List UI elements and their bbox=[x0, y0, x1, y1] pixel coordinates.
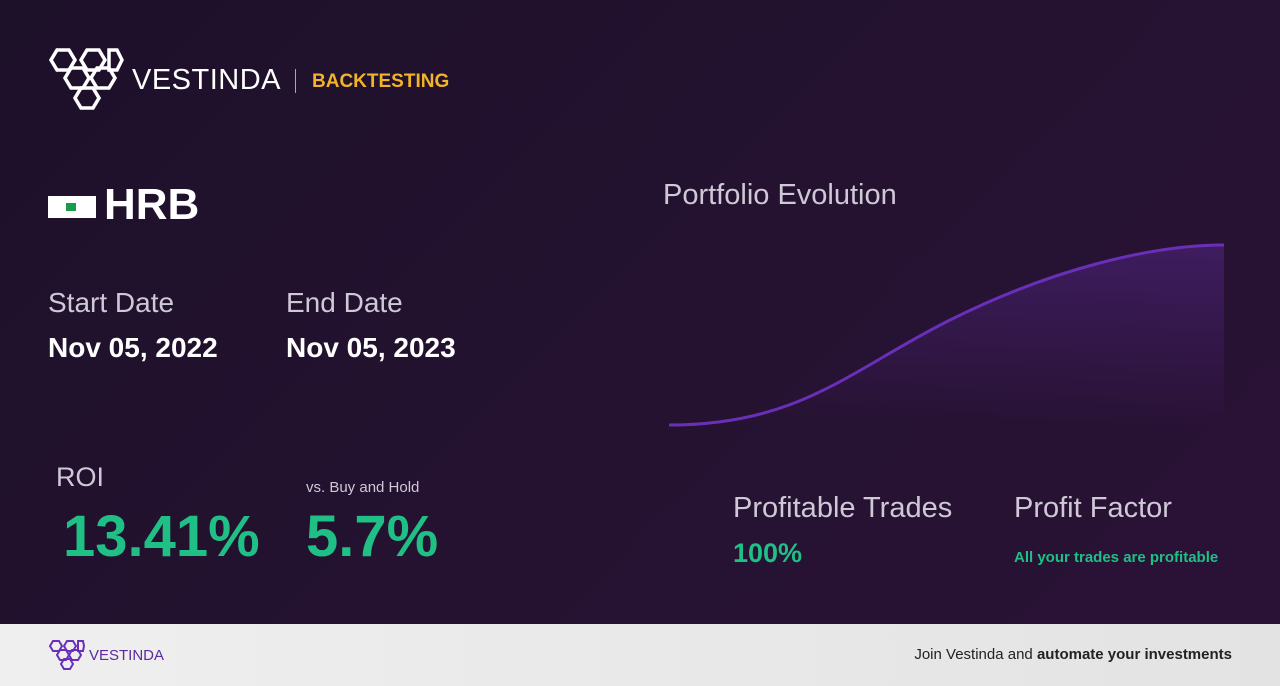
chart-title: Portfolio Evolution bbox=[663, 179, 897, 211]
start-label: Start Date bbox=[48, 287, 175, 318]
factor-value: All your trades are profitable bbox=[1014, 549, 1219, 566]
start-value: Nov 05, 2022 bbox=[48, 332, 218, 363]
footer: VESTINDA Join Vestinda and automate your… bbox=[0, 624, 1280, 686]
trades-value: 100% bbox=[733, 538, 803, 568]
compare-label: vs. Buy and Hold bbox=[306, 479, 420, 496]
footer-cta: Join Vestinda and automate your investme… bbox=[914, 647, 1232, 662]
cta-bold: automate your investments bbox=[1036, 646, 1232, 663]
factor-label: Profit Factor bbox=[1014, 492, 1172, 524]
footer-brand: VESTINDA bbox=[89, 647, 165, 664]
end-value: Nov 05, 2023 bbox=[286, 332, 456, 363]
footer-logo bbox=[48, 640, 86, 670]
portfolio-curve bbox=[668, 243, 1225, 427]
divider bbox=[295, 69, 296, 93]
compare-value: 5.7% bbox=[306, 504, 439, 569]
cta-plain: Join Vestinda and bbox=[914, 646, 1033, 663]
roi-value: 13.41% bbox=[63, 504, 260, 569]
flag bbox=[48, 196, 96, 218]
brand: VESTINDA bbox=[132, 64, 282, 96]
logo bbox=[48, 48, 124, 110]
section: BACKTESTING bbox=[312, 71, 450, 92]
end-label: End Date bbox=[286, 287, 403, 318]
trades-label: Profitable Trades bbox=[733, 492, 953, 524]
ticker: HRB bbox=[104, 180, 200, 229]
roi-label: ROI bbox=[56, 462, 105, 492]
